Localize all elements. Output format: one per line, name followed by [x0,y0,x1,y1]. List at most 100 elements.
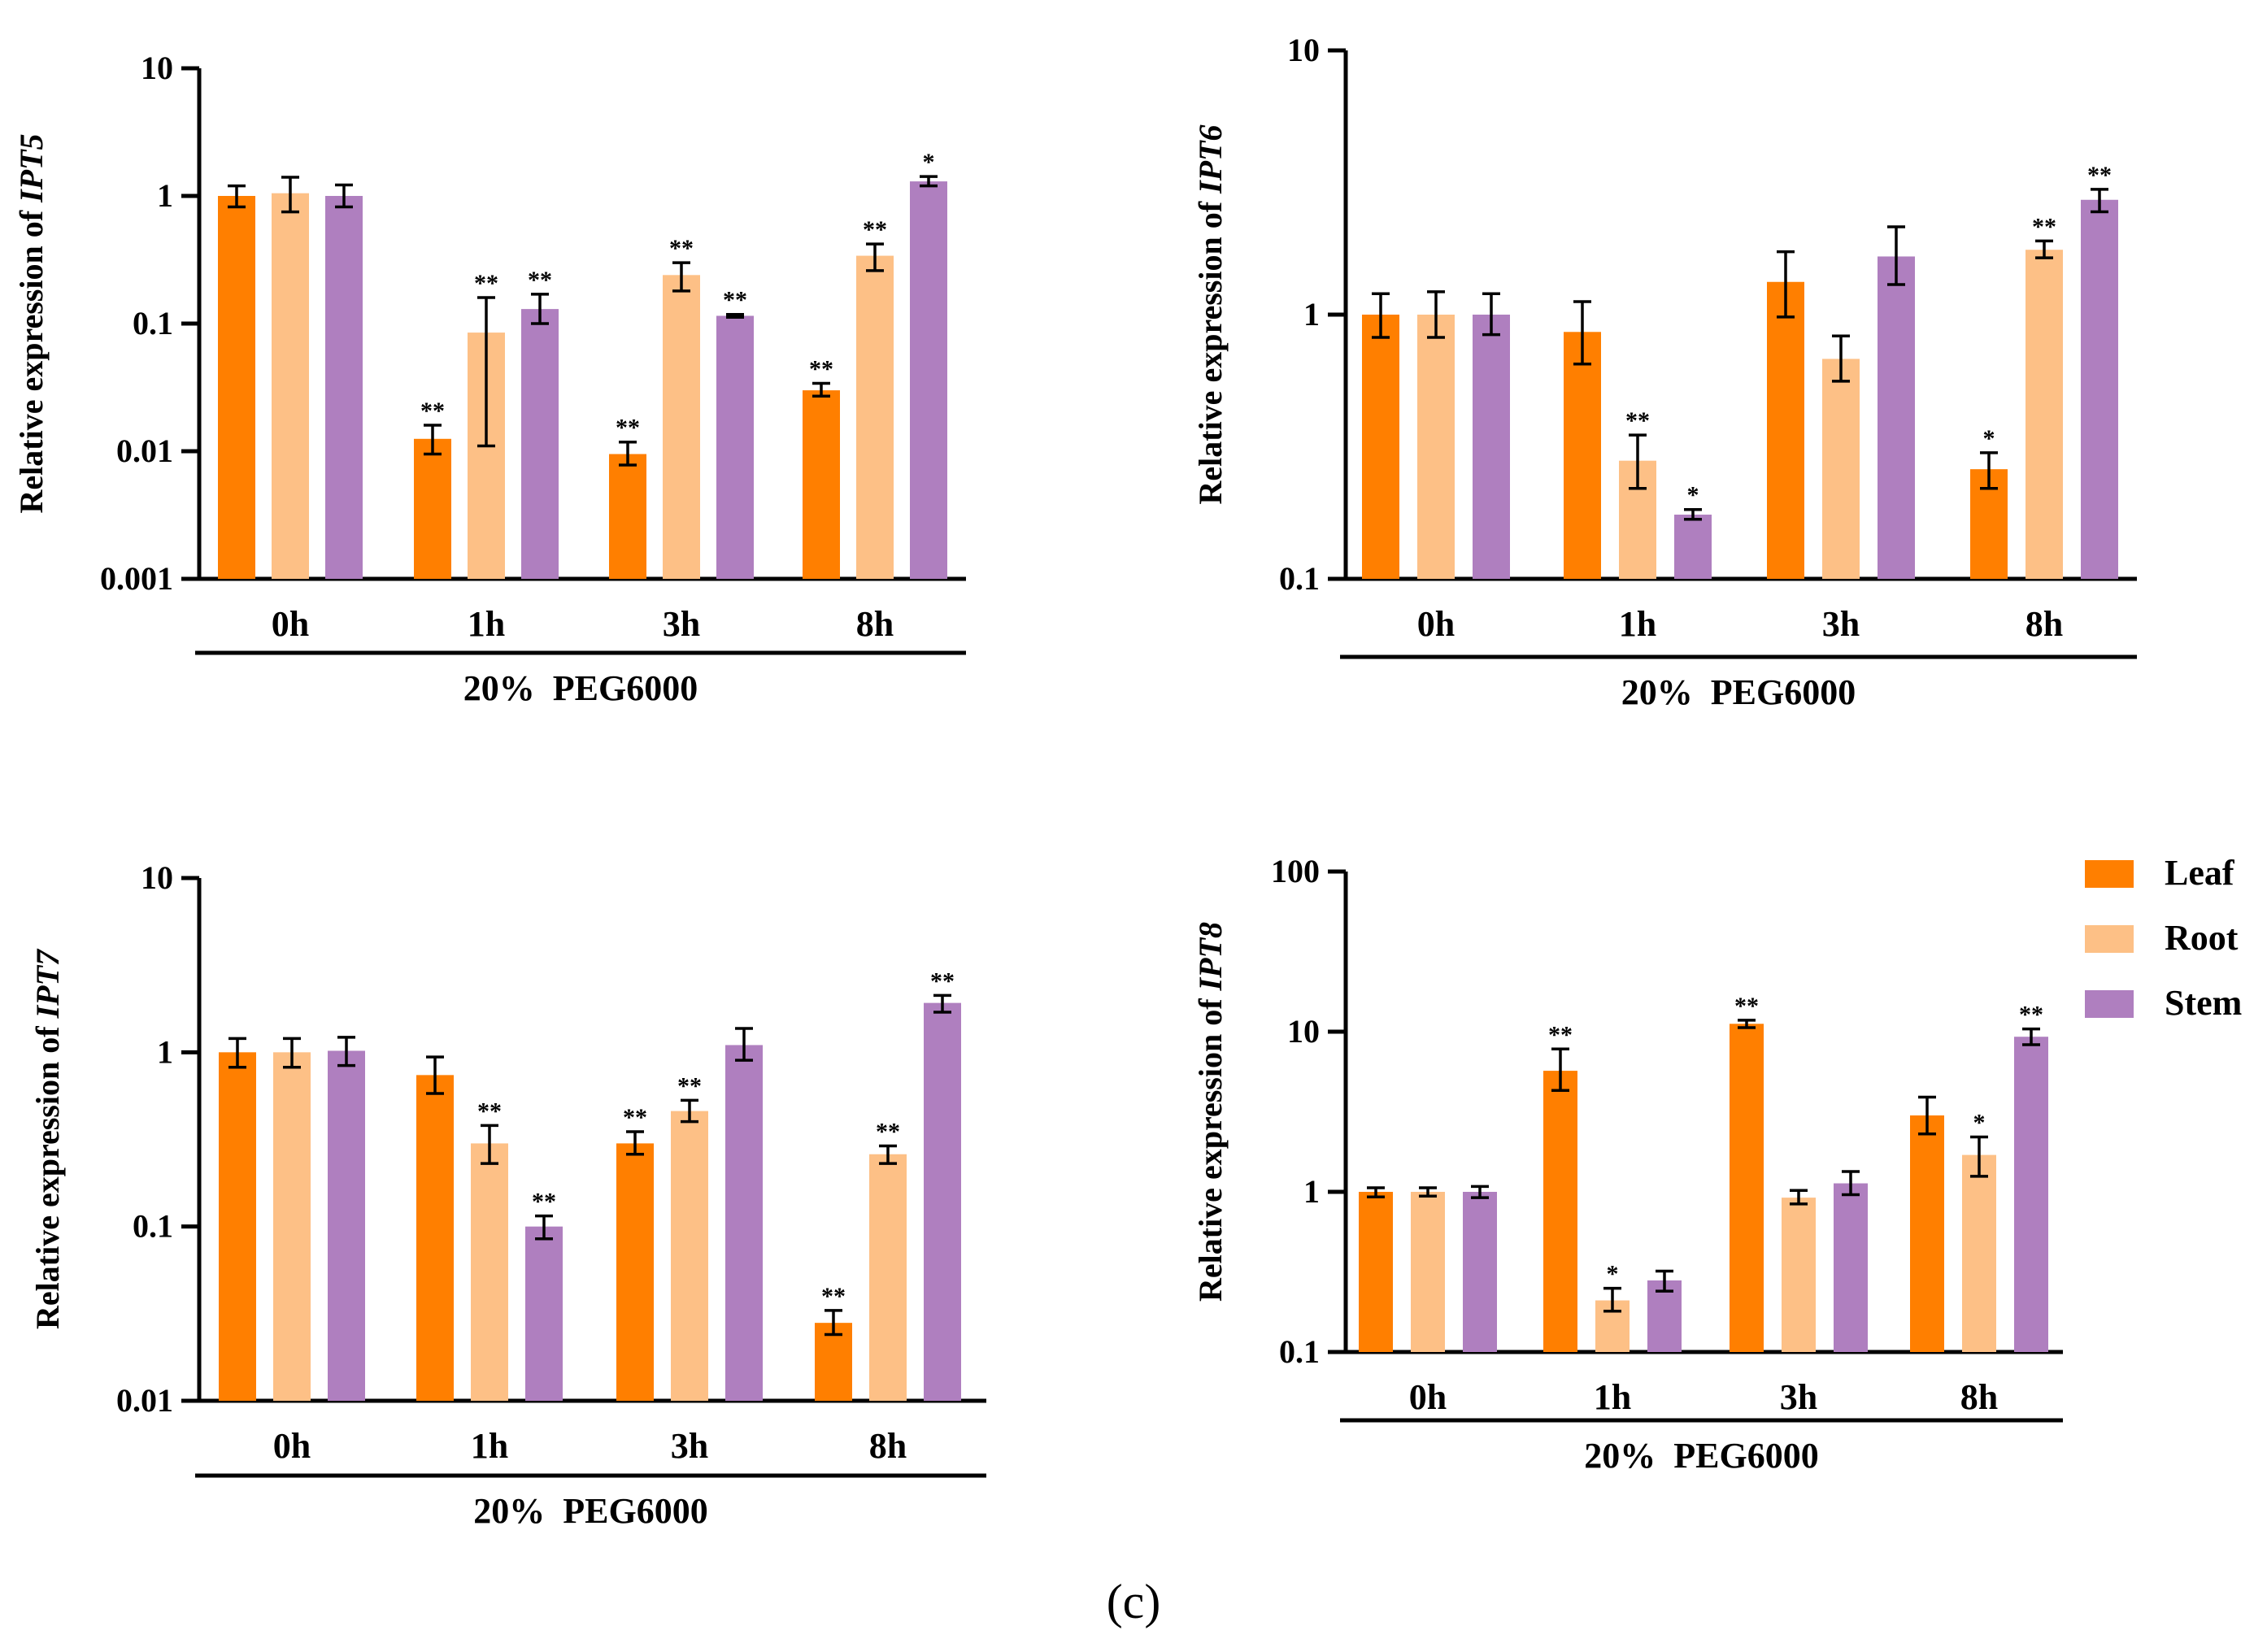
significance-mark: ** [623,1104,647,1131]
bar-stem [1473,315,1510,579]
x-category-label: 1h [1594,1377,1631,1417]
x-axis-title: 20% PEG6000 [1621,672,1856,712]
y-axis-title-text: Relative expression of [29,1018,66,1329]
bar-stem [521,309,559,579]
bar-leaf [803,390,840,579]
y-axis-title-gene: IPT8 [1192,922,1229,991]
y-tick-label: 1 [1303,296,1320,333]
significance-mark: ** [863,216,887,243]
significance-mark: * [1973,1110,1986,1137]
bar-leaf [414,438,451,579]
x-category-label: 0h [273,1426,311,1466]
bar-root [663,275,700,579]
bar-leaf [1359,1192,1393,1352]
x-category-label: 3h [1780,1377,1817,1417]
bar-leaf [1767,281,1804,579]
x-category-label: 8h [1960,1377,1998,1417]
bar-leaf [1362,315,1399,579]
y-tick-label: 1 [157,1033,173,1070]
y-tick-label: 0.01 [116,433,173,469]
significance-mark: * [1687,482,1699,509]
bar-root [869,1154,907,1401]
bar-stem [910,181,947,579]
x-category-label: 8h [869,1426,907,1466]
y-axis-title: Relative expression of IPT6 [1192,125,1229,505]
significance-mark: ** [876,1119,900,1146]
legend-swatch-leaf [2085,860,2134,888]
bar-root [471,1143,508,1401]
y-tick-label: 1 [157,177,173,214]
legend-label-root: Root [2165,918,2239,958]
y-tick-label: 10 [141,859,173,896]
bar-root [1962,1154,1996,1352]
x-axis-title: 20% PEG6000 [1584,1436,1818,1476]
bar-root [856,255,894,579]
significance-mark: ** [2019,1002,2043,1028]
x-axis-title: 20% PEG6000 [473,1491,707,1531]
significance-mark: ** [616,415,640,441]
y-tick-label: 10 [1287,32,1320,68]
chart-ipt7: 0.01 0.1 1 10 0h ** ** 1h ** ** 3h ** ** ** 8h 20% PEG6… [29,859,986,1531]
bar-root [1782,1198,1816,1352]
bar-stem [2081,199,2118,579]
bar-stem [1674,515,1712,579]
y-axis-title-gene: IPT6 [1192,125,1229,194]
bar-root [671,1111,708,1401]
bar-leaf [1910,1115,1944,1352]
y-axis-title-text: Relative expression of [1192,193,1229,505]
y-tick-label: 0.1 [133,305,173,341]
bar-root [1411,1192,1445,1352]
bar-leaf [616,1143,654,1401]
bar-root [2026,250,2063,579]
bar-leaf [1564,332,1601,579]
significance-mark: ** [1734,993,1759,1019]
bar-leaf [1730,1024,1764,1352]
x-category-label: 1h [471,1426,508,1466]
significance-mark: ** [1548,1021,1573,1048]
x-category-label: 3h [1822,604,1860,644]
bar-stem [525,1226,563,1401]
significance-mark: ** [420,398,445,424]
bar-leaf [1543,1071,1577,1352]
bar-root [272,193,309,579]
x-axis-title: 20% PEG6000 [463,668,698,708]
y-axis-title: Relative expression of IPT7 [29,948,66,1329]
bar-root [1822,359,1860,579]
significance-mark: ** [474,270,498,297]
significance-mark: * [1607,1261,1619,1288]
bar-stem [1878,256,1915,579]
bar-root [1417,315,1455,579]
significance-mark: ** [2087,162,2112,189]
bar-leaf [219,1052,256,1401]
significance-mark: ** [477,1098,502,1124]
significance-mark: * [1983,425,1995,452]
bar-stem [328,1050,365,1401]
significance-mark: ** [809,356,833,383]
bar-root [273,1052,311,1401]
bar-stem [725,1045,763,1401]
y-axis-title-gene: IPT7 [29,948,66,1019]
bar-stem [325,196,363,579]
y-tick-label: 10 [141,50,173,86]
y-tick-label: 100 [1271,853,1320,889]
legend-swatch-root [2085,925,2134,953]
bar-stem [924,1002,961,1401]
significance-mark: ** [821,1283,846,1310]
bar-stem [1834,1183,1868,1352]
significance-mark: ** [532,1189,556,1215]
legend-label-stem: Stem [2165,983,2242,1023]
significance-mark: ** [528,267,552,293]
y-axis-title: Relative expression of IPT5 [13,134,50,514]
y-tick-label: 0.1 [1279,1333,1320,1370]
bar-leaf [609,454,646,579]
x-category-label: 1h [1619,604,1656,644]
legend: Leaf Root Stem [2085,853,2242,1023]
legend-swatch-stem [2085,990,2134,1018]
x-category-label: 3h [663,604,700,644]
significance-mark: ** [930,967,955,994]
legend-label-leaf: Leaf [2165,853,2235,893]
